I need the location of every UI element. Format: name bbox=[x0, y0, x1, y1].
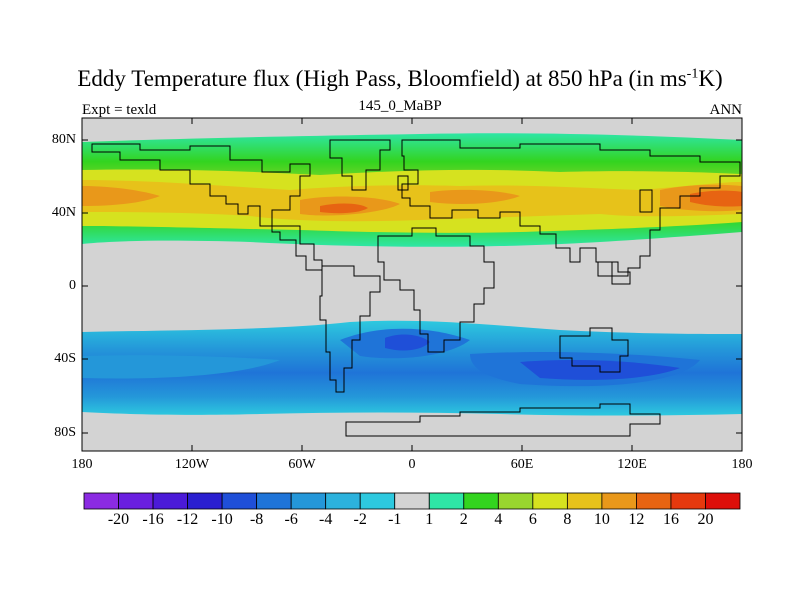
colorbar-label: 10 bbox=[593, 511, 610, 528]
coastline-greenland bbox=[329, 139, 391, 191]
nh-flux-max-atlantic bbox=[320, 203, 368, 214]
title-exponent: -1 bbox=[686, 66, 699, 82]
colorbar-label: -6 bbox=[284, 511, 298, 528]
title-main: Eddy Temperature flux (High Pass, Bloomf… bbox=[77, 66, 687, 91]
colorbar-label: 16 bbox=[662, 511, 679, 528]
colorbar-swatch bbox=[463, 492, 499, 510]
colorbar-swatch bbox=[497, 492, 534, 510]
map-field bbox=[82, 118, 742, 451]
colorbar-label: -12 bbox=[176, 511, 199, 528]
lon-label-180w: 180 bbox=[71, 457, 93, 472]
colorbar-label: -20 bbox=[107, 511, 130, 528]
lon-label-0: 0 bbox=[408, 457, 416, 472]
colorbar-label: 6 bbox=[528, 511, 537, 528]
nh-flux-max-pacific bbox=[690, 190, 742, 207]
title-tail: K) bbox=[698, 66, 723, 91]
antarctic-fill bbox=[82, 414, 742, 451]
colorbar-swatch bbox=[636, 492, 672, 510]
colorbar-swatch bbox=[428, 492, 465, 510]
colorbar-swatch bbox=[187, 492, 223, 510]
colorbar-label: -10 bbox=[211, 511, 233, 528]
coastlines bbox=[91, 139, 741, 437]
nh-flux-peak-asia bbox=[430, 189, 520, 204]
coastline-africa bbox=[377, 227, 495, 353]
colorbar-label: 4 bbox=[494, 511, 503, 528]
center-subtitle: 145_0_MaBP bbox=[358, 98, 442, 114]
colorbar-label: 20 bbox=[697, 511, 714, 528]
colorbar-label: -8 bbox=[249, 511, 264, 528]
colorbar bbox=[83, 492, 741, 510]
colorbar-label: 12 bbox=[628, 511, 645, 528]
colorbar-swatch bbox=[83, 492, 119, 510]
axis-ticks bbox=[81, 118, 743, 451]
sh-flux-core-pacific bbox=[82, 355, 280, 379]
plot-title: Eddy Temperature flux (High Pass, Bloomf… bbox=[0, 66, 800, 92]
nh-flux-orange bbox=[82, 180, 742, 222]
colorbar-swatch bbox=[705, 492, 741, 510]
colorbar-swatch bbox=[532, 492, 568, 510]
colorbar-label: 2 bbox=[459, 511, 468, 528]
sh-flux-min-atlantic bbox=[385, 334, 430, 351]
lon-label-120w: 120W bbox=[174, 457, 210, 472]
lat-label-40n: 40N bbox=[51, 205, 76, 220]
colorbar-label: -16 bbox=[142, 511, 164, 528]
coastline-central-america bbox=[271, 225, 323, 271]
coastline-australia bbox=[559, 327, 629, 373]
lat-label-40s: 40S bbox=[54, 351, 76, 366]
coastline-south-america bbox=[319, 265, 381, 393]
lat-label-80s: 80S bbox=[54, 425, 76, 440]
colorbar-swatch bbox=[325, 492, 361, 510]
nh-flux-peak-pacific-west bbox=[82, 186, 160, 206]
coastline-eurasia bbox=[401, 139, 741, 277]
lon-label-60e: 60E bbox=[510, 457, 534, 472]
lon-label-180e: 180 bbox=[731, 457, 753, 472]
lon-label-120e: 120E bbox=[617, 457, 647, 472]
lat-label-eq: 0 bbox=[69, 278, 76, 293]
coastline-southeast-asia bbox=[597, 261, 631, 285]
experiment-label: Expt = texld bbox=[82, 102, 157, 118]
colorbar-swatch bbox=[118, 492, 154, 510]
colorbar-swatch bbox=[670, 492, 706, 510]
coastline-japan bbox=[639, 189, 653, 213]
colorbar-label: -4 bbox=[319, 511, 333, 528]
lat-label-80n: 80N bbox=[51, 132, 76, 147]
period-label: ANN bbox=[709, 102, 743, 118]
colorbar-label: 1 bbox=[425, 511, 434, 528]
colorbar-label: 8 bbox=[563, 511, 572, 528]
coastline-antarctica bbox=[345, 403, 661, 437]
colorbar-swatch bbox=[601, 492, 637, 510]
colorbar-swatch bbox=[359, 492, 396, 510]
colorbar-swatch bbox=[256, 492, 292, 510]
colorbar-swatch bbox=[566, 492, 603, 510]
colorbar-label: -1 bbox=[388, 511, 402, 528]
colorbar-swatch bbox=[221, 492, 258, 510]
colorbar-swatch bbox=[290, 492, 327, 510]
colorbar-swatch bbox=[152, 492, 188, 510]
sh-flux-band bbox=[82, 320, 742, 416]
coastline-uk bbox=[397, 175, 409, 191]
colorbar-label: -2 bbox=[353, 511, 367, 528]
lon-label-60w: 60W bbox=[288, 457, 316, 472]
colorbar-swatch bbox=[394, 492, 430, 510]
